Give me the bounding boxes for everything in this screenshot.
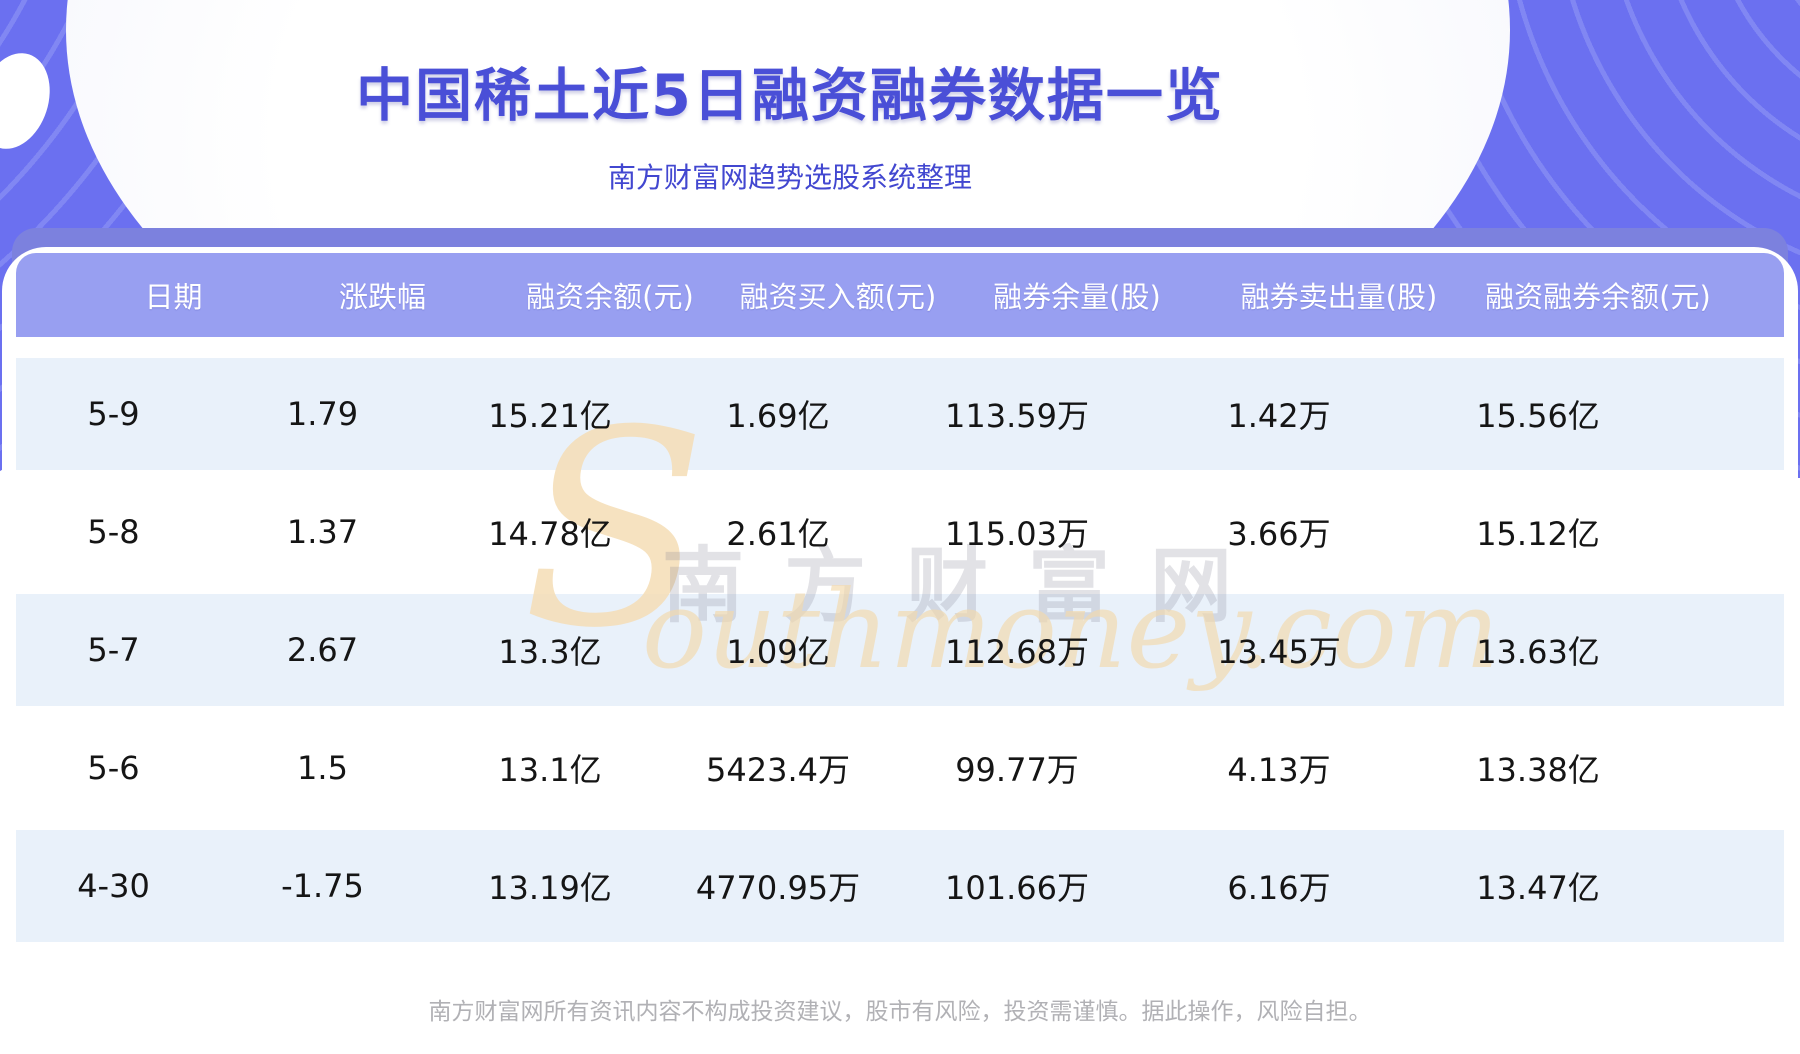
cell-date: 4-30	[77, 867, 150, 905]
column-header-financing-balance: 融资余额(元)	[526, 280, 694, 314]
table-header-row: 日期 涨跌幅 融资余额(元) 融资买入额(元) 融券余量(股) 融券卖出量(股)…	[16, 253, 1784, 337]
cell-financing-buy: 5423.4万	[706, 751, 850, 789]
cell-securities-sold: 3.66万	[1227, 515, 1331, 553]
disclaimer-text: 南方财富网所有资讯内容不构成投资建议，股市有风险，投资需谨慎。据此操作，风险自担…	[428, 999, 1372, 1025]
cell-change-pct: -1.75	[281, 867, 364, 905]
table-row: 5-9 1.79 15.21亿 1.69亿 113.59万 1.42万 15.5…	[16, 358, 1784, 470]
cell-change-pct: 1.79	[286, 395, 359, 433]
page-subtitle: 南方财富网趋势选股系统整理	[607, 161, 972, 194]
table-row: 4-30 -1.75 13.19亿 4770.95万 101.66万 6.16万…	[16, 830, 1784, 942]
cell-date: 5-8	[87, 513, 140, 551]
cell-date: 5-7	[87, 631, 140, 669]
cell-securities-sold: 1.42万	[1227, 397, 1331, 435]
cell-financing-balance: 15.21亿	[488, 397, 612, 435]
page-title: 中国稀土近5日融资融券数据一览	[356, 63, 1224, 129]
cell-change-pct: 1.37	[286, 513, 359, 551]
cell-date: 5-9	[87, 395, 140, 433]
cell-date: 5-6	[87, 749, 140, 787]
column-header-financing-buy: 融资买入额(元)	[739, 280, 937, 314]
cell-financing-balance: 13.3亿	[498, 633, 602, 671]
cell-financing-buy: 4770.95万	[695, 869, 861, 907]
column-header-total-balance: 融资融券余额(元)	[1485, 280, 1711, 314]
cell-securities-balance: 112.68万	[945, 633, 1089, 671]
cell-change-pct: 1.5	[297, 749, 348, 787]
cell-securities-sold: 6.16万	[1227, 869, 1331, 907]
cell-total-balance: 15.56亿	[1476, 397, 1600, 435]
table-row: 5-8 1.37 14.78亿 2.61亿 115.03万 3.66万 15.1…	[16, 476, 1784, 588]
column-header-securities-sold: 融券卖出量(股)	[1240, 280, 1438, 314]
cell-financing-balance: 13.1亿	[498, 751, 602, 789]
cell-change-pct: 2.67	[286, 631, 359, 669]
cell-securities-sold: 13.45万	[1217, 633, 1341, 671]
data-table: 日期 涨跌幅 融资余额(元) 融资买入额(元) 融券余量(股) 融券卖出量(股)…	[2, 247, 1798, 959]
cell-financing-balance: 13.19亿	[488, 869, 612, 907]
cell-total-balance: 15.12亿	[1476, 515, 1600, 553]
cell-financing-buy: 1.69亿	[726, 397, 830, 435]
cell-securities-balance: 115.03万	[945, 515, 1089, 553]
cell-securities-balance: 113.59万	[945, 397, 1089, 435]
cell-total-balance: 13.63亿	[1476, 633, 1600, 671]
column-header-change-pct: 涨跌幅	[338, 280, 426, 314]
column-header-securities-balance: 融券余量(股)	[993, 280, 1161, 314]
table-row: 5-6 1.5 13.1亿 5423.4万 99.77万 4.13万 13.38…	[16, 712, 1784, 824]
cell-total-balance: 13.47亿	[1476, 869, 1600, 907]
cell-financing-balance: 14.78亿	[488, 515, 612, 553]
cell-securities-balance: 99.77万	[955, 751, 1079, 789]
cell-financing-buy: 1.09亿	[726, 633, 830, 671]
column-header-date: 日期	[144, 280, 203, 314]
cell-securities-balance: 101.66万	[945, 869, 1089, 907]
table-row: 5-7 2.67 13.3亿 1.09亿 112.68万 13.45万 13.6…	[16, 594, 1784, 706]
table-body: 5-9 1.79 15.21亿 1.69亿 113.59万 1.42万 15.5…	[16, 358, 1784, 948]
cell-securities-sold: 4.13万	[1227, 751, 1331, 789]
cell-total-balance: 13.38亿	[1476, 751, 1600, 789]
cell-financing-buy: 2.61亿	[726, 515, 830, 553]
